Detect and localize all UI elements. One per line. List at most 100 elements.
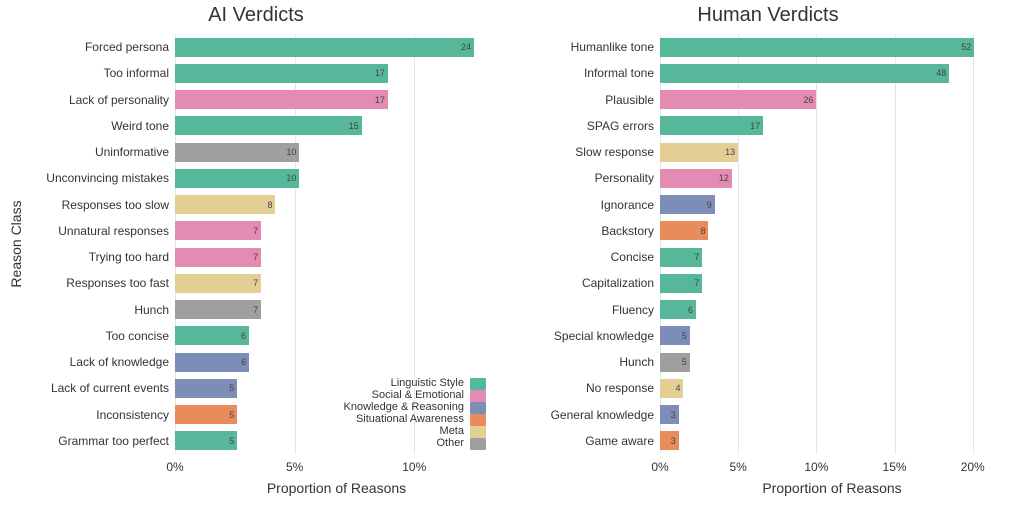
- bar-row: 52: [660, 38, 1004, 57]
- bar-row: 48: [660, 64, 1004, 83]
- legend-item: Linguistic Style: [344, 378, 486, 390]
- bar-row: 8: [660, 221, 1004, 240]
- y-tick-label: No response: [586, 381, 660, 395]
- bar-value-label: 7: [694, 278, 699, 288]
- legend-item: Knowledge & Reasoning: [344, 402, 486, 414]
- x-tick-label: 15%: [883, 460, 907, 474]
- bar-value-label: 7: [253, 278, 258, 288]
- bar: [175, 300, 261, 319]
- bar-value-label: 3: [671, 436, 676, 446]
- x-tick-label: 20%: [961, 460, 985, 474]
- x-tick-label: 5%: [730, 460, 747, 474]
- plot-area: 0%5%10%24Forced persona17Too informal17L…: [175, 34, 498, 454]
- bar-value-label: 7: [253, 252, 258, 262]
- y-tick-label: Ignorance: [601, 198, 660, 212]
- y-tick-label: Inconsistency: [96, 408, 175, 422]
- bar: [175, 116, 362, 135]
- bar-value-label: 8: [267, 200, 272, 210]
- bar: [660, 405, 679, 424]
- bar-row: 3: [660, 431, 1004, 450]
- y-tick-label: Uninformative: [95, 145, 175, 159]
- legend-swatch: [470, 378, 486, 390]
- bar-value-label: 7: [694, 252, 699, 262]
- panel-title: AI Verdicts: [0, 0, 512, 27]
- y-tick-label: Humanlike tone: [571, 40, 660, 54]
- bar-row: 17: [660, 116, 1004, 135]
- bar-value-label: 17: [375, 68, 385, 78]
- bar-value-label: 15: [349, 121, 359, 131]
- legend-label: Knowledge & Reasoning: [344, 402, 464, 414]
- legend-item: Situational Awareness: [344, 414, 486, 426]
- bar: [175, 64, 388, 83]
- bar-value-label: 4: [675, 383, 680, 393]
- legend-swatch: [470, 402, 486, 414]
- legend-label: Linguistic Style: [391, 378, 464, 390]
- bar-value-label: 5: [229, 383, 234, 393]
- x-axis-label: Proportion of Reasons: [267, 480, 406, 496]
- y-tick-label: Informal tone: [584, 66, 660, 80]
- bar-value-label: 48: [936, 68, 946, 78]
- bar: [660, 38, 974, 57]
- y-tick-label: Too informal: [104, 66, 175, 80]
- y-tick-label: Lack of current events: [51, 381, 175, 395]
- bar-row: 3: [660, 405, 1004, 424]
- bar-row: 8: [175, 195, 498, 214]
- bar-value-label: 5: [682, 357, 687, 367]
- y-tick-label: SPAG errors: [587, 119, 660, 133]
- legend-swatch: [470, 414, 486, 426]
- bar-value-label: 26: [803, 95, 813, 105]
- y-tick-label: Responses too fast: [66, 276, 175, 290]
- bar-row: 10: [175, 169, 498, 188]
- bar: [175, 274, 261, 293]
- y-tick-label: Special knowledge: [554, 329, 660, 343]
- legend: Linguistic StyleSocial & EmotionalKnowle…: [340, 376, 490, 452]
- y-tick-label: Game aware: [585, 434, 660, 448]
- legend-item: Other: [344, 438, 486, 450]
- y-tick-label: Slow response: [575, 145, 660, 159]
- bar: [175, 143, 299, 162]
- bar: [660, 431, 679, 450]
- bar-row: 7: [175, 248, 498, 267]
- x-tick-label: 0%: [651, 460, 668, 474]
- y-tick-label: Lack of personality: [69, 93, 175, 107]
- legend-label: Social & Emotional: [372, 390, 464, 402]
- bar: [175, 353, 249, 372]
- bar-value-label: 17: [375, 95, 385, 105]
- legend-label: Other: [436, 438, 464, 450]
- bar-row: 26: [660, 90, 1004, 109]
- bar-value-label: 24: [461, 42, 471, 52]
- bar: [660, 64, 949, 83]
- bar-row: 5: [660, 326, 1004, 345]
- panel-ai-verdicts: AI Verdicts 0%5%10%24Forced persona17Too…: [0, 0, 512, 512]
- y-tick-label: Personality: [595, 171, 660, 185]
- y-tick-label: Responses too slow: [62, 198, 175, 212]
- bar-row: 6: [175, 326, 498, 345]
- x-tick-label: 10%: [804, 460, 828, 474]
- legend-swatch: [470, 426, 486, 438]
- bar-value-label: 52: [961, 42, 971, 52]
- bar: [175, 221, 261, 240]
- bar-row: 17: [175, 90, 498, 109]
- bar-value-label: 5: [682, 331, 687, 341]
- bar: [175, 379, 237, 398]
- bar: [660, 90, 816, 109]
- y-tick-label: Weird tone: [111, 119, 175, 133]
- y-tick-label: Grammar too perfect: [58, 434, 175, 448]
- y-tick-label: Unconvincing mistakes: [46, 171, 175, 185]
- y-tick-label: Fluency: [612, 303, 660, 317]
- y-tick-label: Capitalization: [582, 276, 660, 290]
- y-tick-label: Hunch: [134, 303, 175, 317]
- bar-value-label: 13: [725, 147, 735, 157]
- bar-value-label: 17: [750, 121, 760, 131]
- bar: [175, 38, 474, 57]
- bar-row: 7: [175, 221, 498, 240]
- bar-value-label: 8: [700, 226, 705, 236]
- bar-row: 17: [175, 64, 498, 83]
- bar-row: 12: [660, 169, 1004, 188]
- bar-value-label: 3: [671, 410, 676, 420]
- y-tick-label: Trying too hard: [89, 250, 175, 264]
- bar: [175, 431, 237, 450]
- legend-swatch: [470, 390, 486, 402]
- legend-item: Social & Emotional: [344, 390, 486, 402]
- bar-row: 9: [660, 195, 1004, 214]
